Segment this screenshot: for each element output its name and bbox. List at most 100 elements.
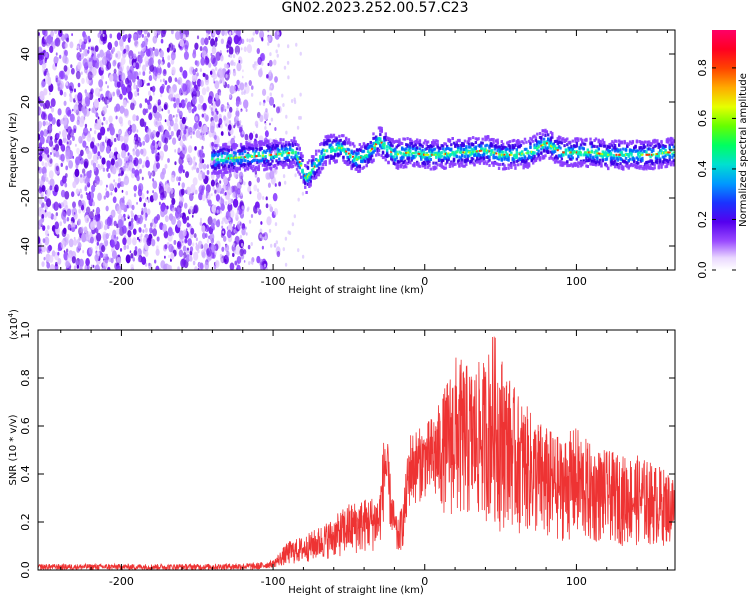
spectrogram-ridge-cell bbox=[268, 154, 271, 157]
spectrogram-cell bbox=[559, 140, 562, 144]
spectrogram-cell bbox=[541, 154, 544, 158]
spectrogram-cell bbox=[488, 155, 491, 159]
spectrogram-cell bbox=[480, 141, 483, 145]
spectrogram-cell bbox=[429, 148, 433, 152]
spectrogram-cell bbox=[187, 238, 192, 247]
spectrogram-cell bbox=[131, 167, 136, 174]
spectrogram-cell bbox=[496, 149, 499, 153]
spectrogram-cell bbox=[512, 160, 516, 164]
spectrogram-cell bbox=[168, 42, 174, 52]
spectrogram-cell bbox=[178, 134, 181, 138]
spectrogram-cell bbox=[88, 46, 90, 50]
spectrogram-cell bbox=[508, 140, 512, 144]
spectrogram-cell bbox=[568, 147, 572, 151]
spectrogram-ridge-cell bbox=[420, 153, 423, 156]
spectrogram-cell bbox=[76, 119, 80, 126]
spectrogram-ridge-cell bbox=[600, 152, 603, 155]
spectrogram-cell bbox=[329, 149, 333, 153]
spectrogram-cell bbox=[473, 153, 476, 157]
spectrogram-cell bbox=[536, 156, 539, 160]
spectrogram-cell bbox=[105, 50, 111, 59]
spectrogram-cell bbox=[458, 138, 461, 142]
spectrogram-cell bbox=[407, 157, 411, 161]
spectrogram-cell bbox=[484, 148, 487, 152]
spectrogram-cell bbox=[261, 61, 264, 66]
spectrogram-cell bbox=[140, 233, 143, 238]
spectrogram-cell bbox=[537, 149, 540, 153]
spectrogram-cell bbox=[167, 158, 170, 163]
spectrogram-cell bbox=[592, 162, 595, 166]
spectrogram-cell bbox=[264, 235, 267, 240]
spectrogram-cell bbox=[361, 160, 364, 164]
spectrogram-cell bbox=[246, 155, 250, 159]
spectrogram-cell bbox=[123, 48, 127, 54]
spectrogram-cell bbox=[480, 147, 483, 151]
spectrogram-cell bbox=[332, 148, 336, 152]
spectrogram-cell bbox=[226, 170, 229, 174]
spectrogram-cell bbox=[90, 89, 93, 95]
spectrogram-cell bbox=[653, 138, 656, 142]
spectrogram-cell bbox=[652, 162, 655, 166]
spectrogram-cell bbox=[589, 142, 592, 146]
spectrogram-cell bbox=[548, 156, 551, 160]
spectrogram-cell bbox=[589, 153, 592, 157]
spectrogram-cell bbox=[418, 147, 422, 151]
spectrogram-cell bbox=[478, 157, 482, 161]
spectrogram-cell bbox=[195, 237, 198, 242]
spectrogram-cell bbox=[224, 142, 228, 146]
spectrogram-cell bbox=[612, 146, 615, 150]
spectrogram-cell bbox=[62, 227, 67, 235]
spectrogram-cell bbox=[447, 158, 450, 162]
spectrogram-cell bbox=[336, 146, 340, 150]
spectrogram-cell bbox=[320, 150, 323, 154]
spectrogram-cell bbox=[283, 180, 287, 185]
spectrogram-cell bbox=[64, 33, 67, 38]
spectrogram-cell bbox=[224, 244, 230, 253]
spectrogram-cell bbox=[319, 143, 322, 147]
spectrogram-cell bbox=[243, 168, 247, 172]
spectrogram-cell bbox=[110, 239, 115, 248]
spectrogram-cell bbox=[536, 143, 539, 147]
spectrogram-cell bbox=[55, 52, 58, 56]
spectrogram-cell bbox=[426, 159, 430, 163]
spectrogram-cell bbox=[276, 152, 280, 156]
spectrogram-cell bbox=[486, 160, 490, 164]
spectrogram-cell bbox=[182, 169, 185, 174]
spectrogram-cell bbox=[492, 152, 495, 156]
spectrogram-cell bbox=[633, 146, 636, 150]
spectrogram-cell bbox=[277, 43, 280, 48]
spectrogram-cell bbox=[67, 133, 71, 141]
spectrogram-cell bbox=[91, 107, 95, 113]
spectrogram-cell bbox=[215, 166, 218, 170]
spectrogram-cell bbox=[476, 160, 479, 164]
spectrogram-ridge-cell bbox=[278, 153, 281, 156]
spectrogram-cell bbox=[204, 233, 208, 239]
spectrogram-cell bbox=[232, 70, 237, 77]
spectrogram-cell bbox=[347, 141, 351, 145]
spectrogram-cell bbox=[252, 31, 256, 36]
spectrogram-cell bbox=[321, 142, 325, 146]
spectrogram-cell bbox=[657, 166, 660, 170]
spectrogram-cell bbox=[260, 140, 263, 144]
spectrogram-cell bbox=[105, 81, 108, 85]
spectrogram-cell bbox=[336, 144, 340, 148]
spectrogram-cell bbox=[222, 161, 225, 165]
spectrogram-cell bbox=[522, 163, 525, 167]
spectrogram-cell bbox=[89, 127, 92, 132]
spectrogram-ridge-cell bbox=[510, 153, 513, 156]
spectrogram-cell bbox=[260, 142, 263, 146]
spectrogram-cell bbox=[252, 169, 255, 173]
spectrogram-cell bbox=[448, 162, 452, 166]
spectrogram-cell bbox=[635, 149, 639, 153]
spectrogram-cell bbox=[186, 154, 191, 162]
spectrogram-cell bbox=[231, 31, 234, 35]
spectrogram-cell bbox=[212, 152, 215, 156]
spectrogram-cell bbox=[467, 154, 471, 158]
spectrogram-cell bbox=[256, 159, 259, 163]
spectrogram-ridge-cell bbox=[667, 151, 670, 154]
spectrogram-cell bbox=[145, 48, 151, 57]
spectrogram-cell bbox=[531, 152, 535, 156]
spectrogram-ridge-cell bbox=[601, 153, 604, 156]
spectrogram-cell bbox=[213, 171, 217, 175]
spectrogram-cell bbox=[564, 152, 568, 156]
